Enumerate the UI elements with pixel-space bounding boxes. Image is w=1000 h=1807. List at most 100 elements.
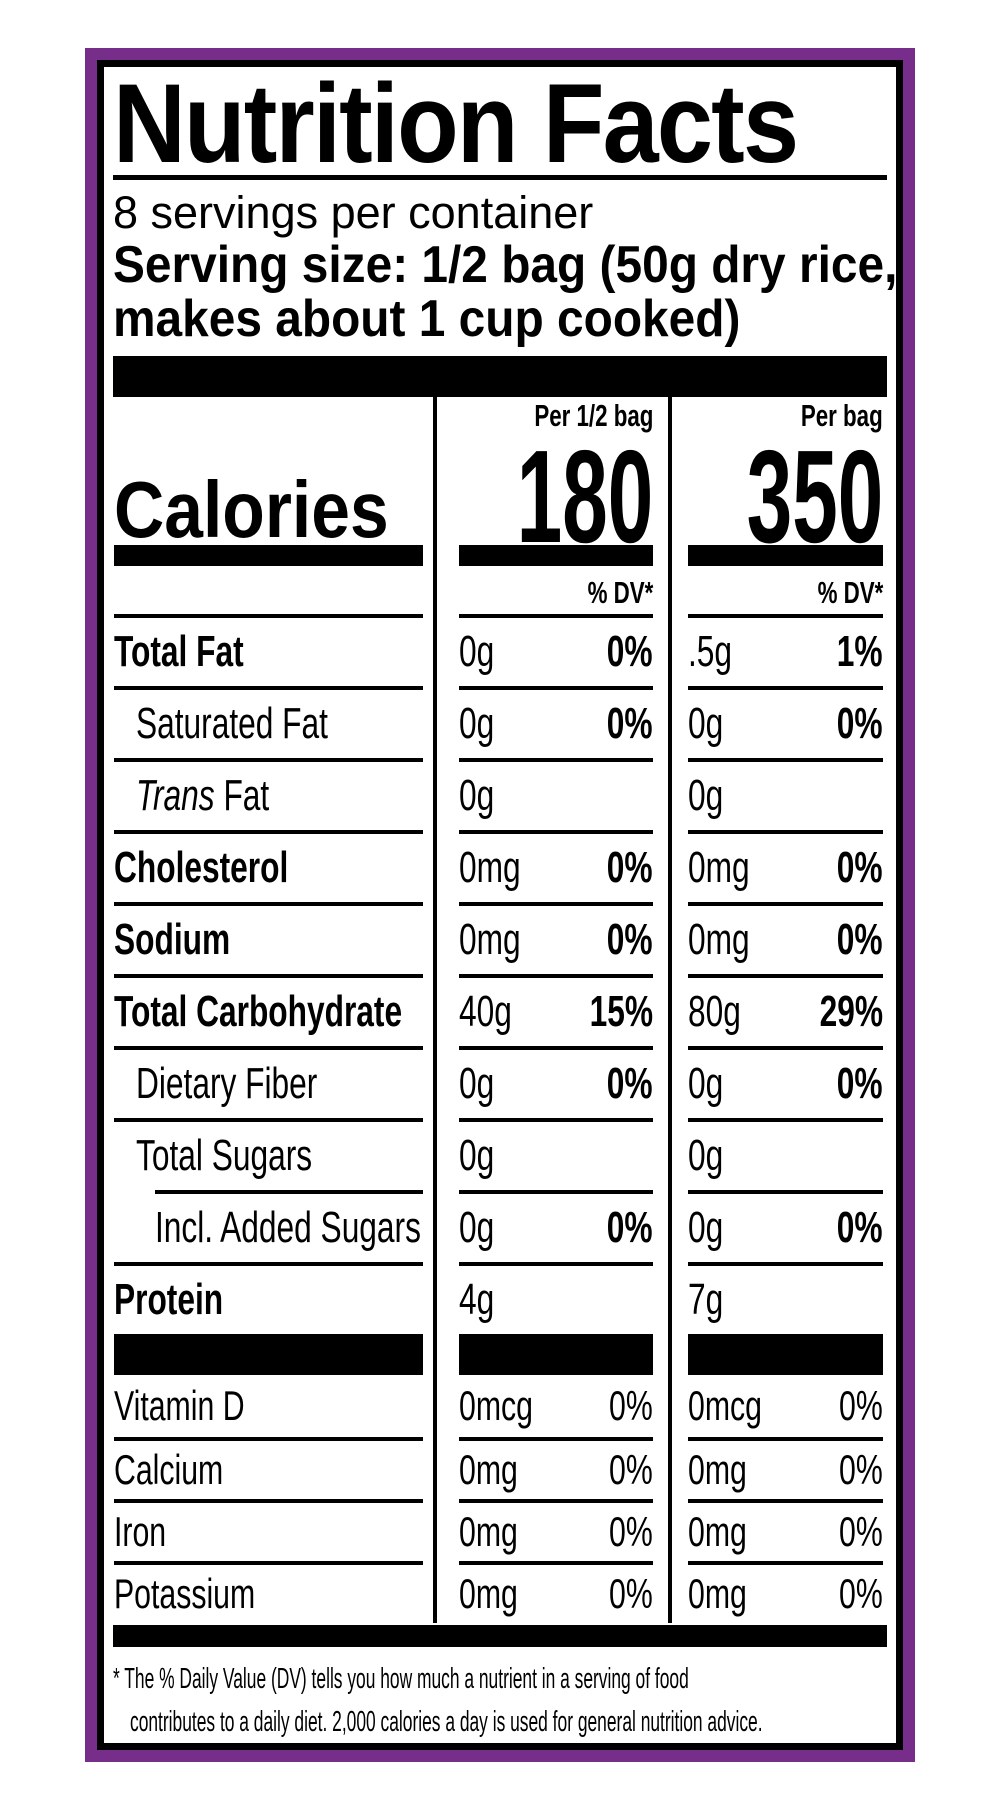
nutrient-values-per-bag: 0g xyxy=(688,1118,883,1190)
percent-dv-per-half-bag: 0% xyxy=(607,699,653,748)
nutrient-name: Total Fat xyxy=(114,614,423,686)
calories-underline-row xyxy=(113,545,887,566)
vitamin-name-text: Potassium xyxy=(114,1570,256,1617)
calories-underline-bar-3 xyxy=(688,545,883,566)
vitamin-name: Calcium xyxy=(114,1437,423,1499)
nutrient-name-text: Protein xyxy=(114,1275,224,1324)
nutrient-row: Saturated Fat 0g 0% 0g 0% xyxy=(113,686,887,758)
section-separator-bar-3 xyxy=(688,1334,883,1375)
percent-dv-empty xyxy=(114,566,423,614)
percent-dv-per-half-bag: 0% xyxy=(609,1382,653,1429)
calories-per-bag-text: 350 xyxy=(746,423,883,570)
percent-dv-per-bag: 0% xyxy=(839,1382,883,1429)
nutrient-name-text: Trans Fat xyxy=(136,771,270,820)
nutrient-name: Trans Fat xyxy=(114,758,423,830)
section-separator-bar-1 xyxy=(114,1334,423,1375)
amount-per-half-bag: 40g xyxy=(459,987,512,1036)
amount-per-half-bag: 0mg xyxy=(459,1446,518,1493)
calories-label: Calories xyxy=(114,433,423,550)
vitamin-row: Calcium 0mg 0% 0mg 0% xyxy=(113,1437,887,1499)
nutrient-name: Dietary Fiber xyxy=(114,1046,423,1118)
vitamin-name: Potassium xyxy=(114,1561,423,1623)
percent-dv-per-half-bag: 0% xyxy=(607,843,653,892)
amount-per-half-bag: 0g xyxy=(459,1203,495,1252)
amount-per-half-bag: 0mg xyxy=(459,915,521,964)
serving-size-line1: Serving size: 1/2 bag (50g dry rice, xyxy=(113,238,896,292)
nutrient-name-text: Incl. Added Sugars xyxy=(155,1203,421,1252)
vitamin-values-per-half-bag: 0mcg 0% xyxy=(459,1375,653,1437)
vitamin-values-per-half-bag: 0mg 0% xyxy=(459,1437,653,1499)
nutrient-values-per-bag: 0mg 0% xyxy=(688,902,883,974)
amount-per-bag: 0g xyxy=(688,771,724,820)
percent-dv-per-bag: 0% xyxy=(839,1570,883,1617)
footnote: * The % Daily Value (DV) tells you how m… xyxy=(113,1658,887,1743)
amount-per-bag: 0g xyxy=(688,1131,724,1180)
percent-dv-per-bag: 0% xyxy=(837,1203,883,1252)
amount-per-bag: 0g xyxy=(688,1059,724,1108)
label-title-text: Nutrition Facts xyxy=(113,61,799,186)
percent-dv-per-bag: 0% xyxy=(839,1446,883,1493)
nutrient-values-per-bag: 7g xyxy=(688,1262,883,1334)
per-bag-text: Per bag xyxy=(801,398,883,433)
servings-text: 8 servings per container xyxy=(113,187,594,238)
nutrient-name: Saturated Fat xyxy=(114,686,423,758)
amount-per-bag: 0mcg xyxy=(688,1382,762,1429)
calories-per-half-bag-text: 180 xyxy=(516,423,653,570)
percent-dv-per-bag: 0% xyxy=(837,699,883,748)
vitamin-row: Iron 0mg 0% 0mg 0% xyxy=(113,1499,887,1561)
column-header-per-half-bag: Per 1/2 bag xyxy=(459,397,653,433)
nutrient-values-per-half-bag: 40g 15% xyxy=(459,974,653,1046)
percent-dv-per-bag: 0% xyxy=(839,1508,883,1555)
calories-per-half-bag-value: 180 xyxy=(459,423,653,570)
percent-dv-per-bag: 0% xyxy=(837,1059,883,1108)
nutrient-values-per-bag: 0g xyxy=(688,758,883,830)
serving-size-line1-text: Serving size: 1/2 bag (50g dry rice, xyxy=(113,236,898,294)
percent-dv-per-bag: 1% xyxy=(837,627,883,676)
amount-per-bag: .5g xyxy=(688,627,733,676)
percent-dv-per-half-bag: 0% xyxy=(609,1508,653,1555)
nutrient-row: Incl. Added Sugars 0g 0% 0g 0% xyxy=(113,1190,887,1262)
percent-dv-per-half-bag: 0% xyxy=(607,915,653,964)
percent-dv-per-bag: 0% xyxy=(837,843,883,892)
facts-table: Per 1/2 bag Per bag Calories 180 350 % D… xyxy=(113,397,887,1623)
column-divider-2 xyxy=(668,397,672,1623)
calories-row: Calories 180 350 xyxy=(113,423,887,570)
nutrient-values-per-half-bag: 0g 0% xyxy=(459,614,653,686)
amount-per-half-bag: 0mg xyxy=(459,1508,518,1555)
percent-dv-per-half-bag: 0% xyxy=(607,627,653,676)
amount-per-half-bag: 0mcg xyxy=(459,1382,533,1429)
percent-dv-per-half-bag: 15% xyxy=(589,987,653,1036)
nutrient-row: Total Sugars 0g 0g xyxy=(113,1118,887,1190)
nutrient-name: Incl. Added Sugars xyxy=(155,1190,423,1262)
amount-per-half-bag: 0g xyxy=(459,771,495,820)
nutrient-name-text: Total Sugars xyxy=(136,1131,313,1180)
amount-per-bag: 0g xyxy=(688,699,724,748)
vitamin-name: Vitamin D xyxy=(114,1375,423,1437)
percent-dv-per-bag: 0% xyxy=(837,915,883,964)
nutrient-values-per-half-bag: 0g xyxy=(459,758,653,830)
amount-per-half-bag: 0mg xyxy=(459,843,521,892)
column-header-per-bag: Per bag xyxy=(688,397,883,433)
footnote-line2-text: contributes to a daily diet. 2,000 calor… xyxy=(130,1706,763,1738)
percent-dv-header-half-bag: % DV* xyxy=(459,566,653,614)
vitamin-values-per-bag: 0mg 0% xyxy=(688,1499,883,1561)
footnote-line2: contributes to a daily diet. 2,000 calor… xyxy=(113,1701,887,1743)
nutrient-row: Total Fat 0g 0% .5g 1% xyxy=(113,614,887,686)
amount-per-bag: 0mg xyxy=(688,1570,747,1617)
vitamin-values-per-half-bag: 0mg 0% xyxy=(459,1561,653,1623)
amount-per-half-bag: 0g xyxy=(459,1131,495,1180)
column-divider-1 xyxy=(433,397,437,1623)
column-header-row: Per 1/2 bag Per bag xyxy=(113,397,887,433)
amount-per-half-bag: 0g xyxy=(459,627,495,676)
vitamin-rows: Vitamin D 0mcg 0% 0mcg 0% Calcium 0mg 0% 0mg 0% Ir… xyxy=(113,1375,887,1623)
nutrient-name-text: Cholesterol xyxy=(114,843,289,892)
vitamin-values-per-bag: 0mg 0% xyxy=(688,1437,883,1499)
calories-underline-bar-2 xyxy=(459,545,653,566)
amount-per-bag: 0mg xyxy=(688,1446,747,1493)
nutrient-row: Total Carbohydrate 40g 15% 80g 29% xyxy=(113,974,887,1046)
amount-per-half-bag: 0g xyxy=(459,699,495,748)
nutrient-name: Cholesterol xyxy=(114,830,423,902)
footnote-line1-text: * The % Daily Value (DV) tells you how m… xyxy=(113,1663,689,1695)
bottom-separator-bar xyxy=(113,1625,887,1647)
